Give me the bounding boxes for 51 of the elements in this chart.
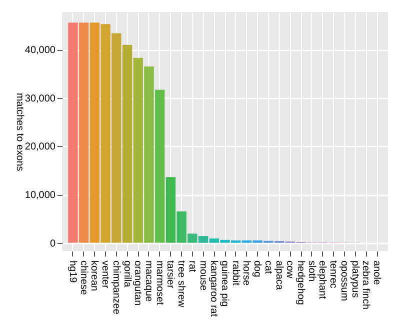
x-tick-label: anole <box>371 260 382 286</box>
x-tick-label: kangaroo rat <box>208 260 220 317</box>
x-tick-label: macaque <box>142 260 154 302</box>
bar <box>154 90 165 243</box>
x-tick-label: gorilla <box>121 260 132 288</box>
bar <box>242 240 252 243</box>
x-tick-label: horse <box>240 260 252 286</box>
x-tick-label: tenrec <box>328 260 339 288</box>
bar <box>188 234 198 243</box>
bar <box>231 240 241 243</box>
x-tick-label: dog <box>252 260 263 278</box>
bar <box>220 240 230 243</box>
x-tick-label: orangutan <box>132 260 144 306</box>
x-tick-label: platypus <box>349 260 360 298</box>
bar <box>90 22 100 243</box>
y-tick-label: 0 <box>50 238 56 250</box>
x-tick-label: opossum <box>338 260 350 302</box>
x-tick-label: hedgehog <box>295 260 306 305</box>
x-tick-label: elephant <box>316 260 328 300</box>
bar <box>176 211 186 243</box>
x-tick-label: venter <box>100 260 111 289</box>
x-tick-label: zebra finch <box>360 260 372 310</box>
x-tick-label: korean <box>88 260 100 292</box>
y-axis-title: matches to exons <box>14 92 25 172</box>
y-tick-label: 30,000 <box>24 93 56 104</box>
bar <box>78 22 89 243</box>
x-tick-label: cat <box>262 260 274 274</box>
x-tick-label: hg19 <box>66 260 78 284</box>
x-tick-label: chinese <box>78 260 89 296</box>
bar <box>252 240 262 243</box>
x-tick-label: cow <box>284 260 296 280</box>
y-tick-label: 40,000 <box>24 45 56 56</box>
bar <box>198 236 208 243</box>
x-tick-label: alpaca <box>273 260 284 290</box>
x-tick-label: mouse <box>197 260 208 291</box>
x-tick-label: tree shrew <box>176 260 187 308</box>
y-tick-label: 20,000 <box>24 142 56 153</box>
bar <box>133 58 143 243</box>
bar <box>166 177 176 243</box>
y-tick-label: 10,000 <box>24 190 56 202</box>
bar <box>68 22 78 243</box>
bar <box>122 44 132 243</box>
x-tick-label: rat <box>186 260 198 272</box>
x-tick-label: rabbit <box>230 260 241 286</box>
x-tick-label: chimpanzee <box>110 260 122 315</box>
x-tick-label: marmoset <box>154 260 165 306</box>
x-tick-label: guinea pig <box>219 260 230 307</box>
bar <box>209 238 219 243</box>
x-tick-label: tarsier <box>164 260 176 289</box>
x-tick-label: sloth <box>306 260 317 282</box>
bar <box>144 66 154 243</box>
